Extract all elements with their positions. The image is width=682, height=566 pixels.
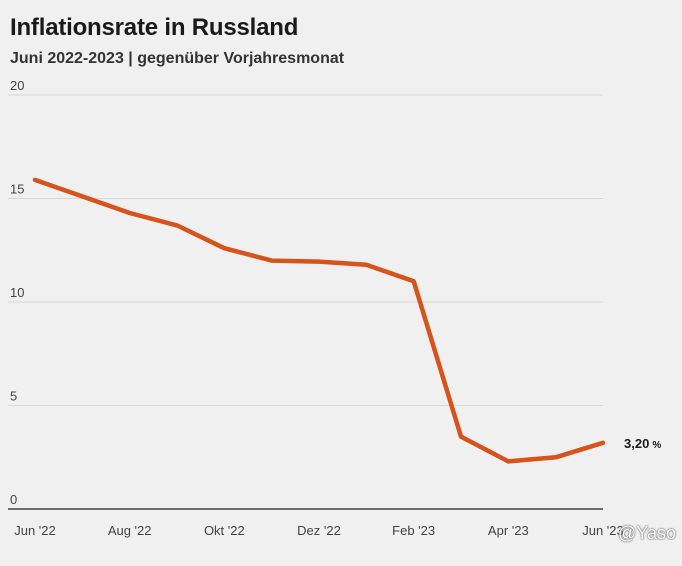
y-tick-label: 15 <box>10 182 24 197</box>
end-label-group: 3,20% <box>624 436 661 451</box>
chart-subtitle: Juni 2022-2023 | gegenüber Vorjahresmona… <box>10 50 345 67</box>
x-axis-ticks: Jun '22 Aug '22 Okt '22 Dez '22 Feb '23 Apr '… <box>14 523 624 538</box>
data-point <box>460 436 462 438</box>
data-point <box>555 456 557 458</box>
x-tick-label: Aug '22 <box>108 523 152 538</box>
y-tick-label: 0 <box>10 492 17 507</box>
end-value: 3,20 <box>624 436 649 451</box>
data-point <box>413 280 415 282</box>
series-line-inflation <box>32 177 606 464</box>
data-point <box>223 247 225 249</box>
data-point <box>129 212 131 214</box>
data-point <box>602 442 604 444</box>
data-point <box>271 260 273 262</box>
data-point <box>318 261 320 263</box>
chart-title: Inflationsrate in Russland <box>10 14 299 41</box>
series-layer <box>32 177 606 464</box>
x-tick-label: Feb '23 <box>392 523 435 538</box>
gridlines <box>8 94 603 510</box>
data-point <box>34 179 36 181</box>
watermark-text: @Yaso <box>618 523 676 543</box>
y-tick-label: 5 <box>10 389 17 404</box>
x-tick-label: Jun '22 <box>14 523 56 538</box>
data-point <box>365 264 367 266</box>
x-tick-label: Apr '23 <box>488 523 529 538</box>
end-value-label: 3,20% <box>624 436 661 451</box>
x-tick-label: Okt '22 <box>204 523 245 538</box>
x-tick-label: Dez '22 <box>297 523 341 538</box>
x-tick-label: Jun '23 <box>582 523 624 538</box>
end-value-unit: % <box>652 440 661 451</box>
data-point <box>176 224 178 226</box>
data-point <box>507 460 509 462</box>
data-point <box>81 195 83 197</box>
y-tick-label: 20 <box>10 78 24 93</box>
y-axis-ticks: 0 5 10 15 20 <box>10 78 24 507</box>
y-tick-label: 10 <box>10 285 24 300</box>
